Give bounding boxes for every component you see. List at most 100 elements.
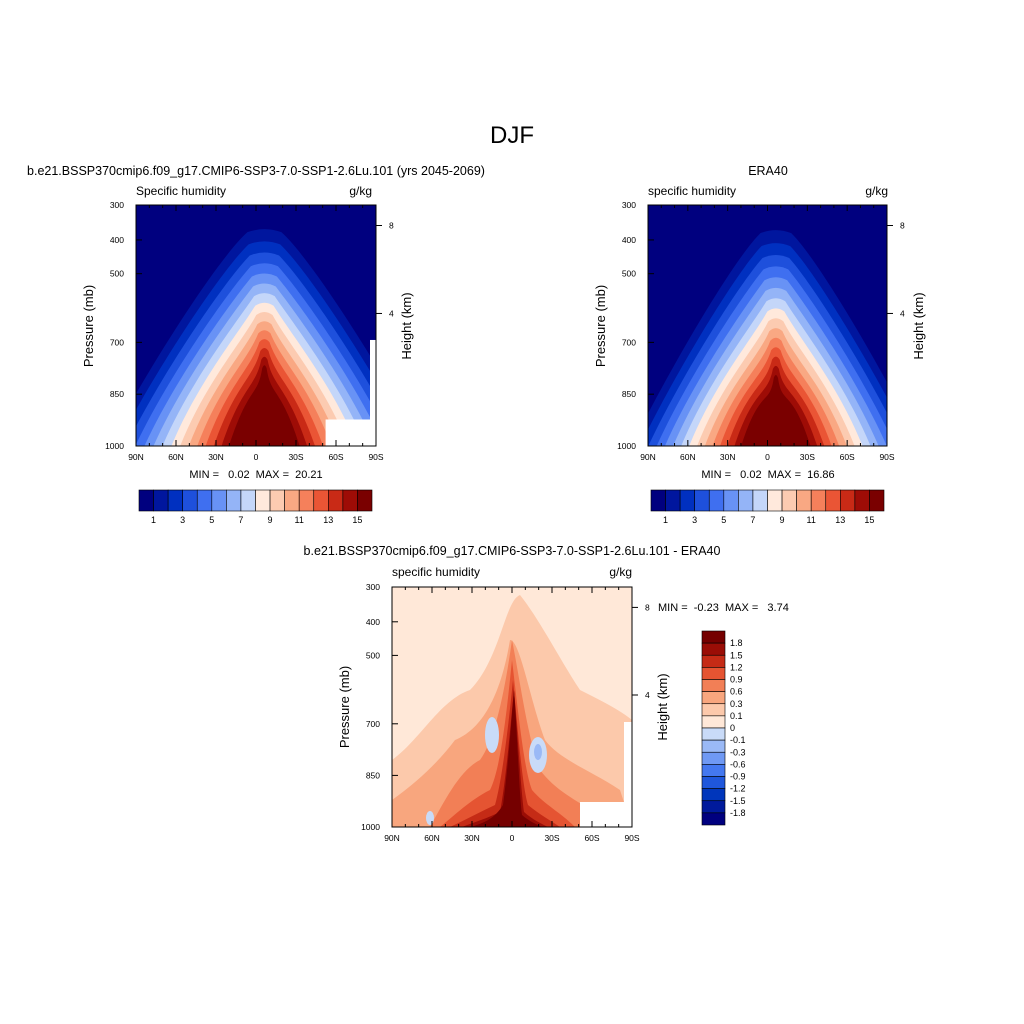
y-right-tick-label: 4	[389, 308, 394, 318]
colorbar-label: 11	[807, 515, 816, 525]
contour-band	[470, 690, 542, 827]
colorbar-label: -1.2	[730, 784, 746, 794]
y-tick-label: 300	[366, 582, 380, 592]
colorbar-label: -1.8	[730, 808, 746, 818]
colorbar-label: 11	[295, 515, 304, 525]
x-tick-label: 60N	[424, 833, 440, 843]
colorbar-swatch	[701, 776, 726, 789]
colorbar-label: 1	[663, 515, 668, 525]
y-tick-label: 1000	[361, 822, 380, 832]
panel-subtitle-left: specific humidity	[392, 565, 480, 579]
colorbar-label: 0.6	[730, 687, 743, 697]
colorbar-label: 1.2	[730, 662, 743, 672]
x-tick-label: 60S	[840, 452, 855, 462]
x-tick-label: 0	[510, 833, 515, 843]
colorbar-label: -1.5	[730, 796, 746, 806]
y-axis-ticks: 300 400 500 700 850 1000	[105, 200, 142, 451]
x-tick-label: 30N	[208, 452, 224, 462]
y-tick-label: 850	[622, 389, 636, 399]
colorbar-label: 9	[780, 515, 785, 525]
min-max-stats: MIN = 0.02 MAX = 16.86	[701, 469, 834, 481]
colorbar-swatch	[810, 489, 827, 512]
y-tick-label: 700	[622, 337, 636, 347]
x-axis-ticks: 90N 60N 30N 0 30S 60S 90S	[128, 205, 384, 462]
x-tick-label: 30N	[464, 833, 480, 843]
y-right-axis-label: Height (km)	[655, 673, 670, 740]
panel-difference: b.e21.BSSP370cmip6.f09_g17.CMIP6-SSP3-7.…	[304, 544, 789, 843]
x-tick-label: 90S	[368, 452, 383, 462]
y-tick-label: 400	[110, 235, 124, 245]
colorbar-swatch	[701, 764, 726, 777]
y-right-axis-label: Height (km)	[911, 292, 926, 359]
colorbar-swatch	[196, 489, 213, 512]
contour-band	[534, 744, 542, 760]
x-tick-label: 90N	[128, 452, 144, 462]
y-tick-label: 700	[110, 337, 124, 347]
colorbar-swatch	[255, 489, 271, 512]
contour-band	[450, 680, 560, 827]
colorbar-label: 3	[180, 515, 185, 525]
colorbar-swatch	[701, 642, 726, 656]
y-right-tick-label: 8	[389, 220, 394, 230]
colorbar-label: -0.9	[730, 772, 746, 782]
colorbar-swatch	[701, 630, 726, 644]
y-tick-label: 700	[366, 719, 380, 729]
colorbar-swatch	[701, 727, 726, 741]
x-tick-label: 90N	[384, 833, 400, 843]
y-tick-label: 850	[366, 770, 380, 780]
panel-subtitle-left: Specific humidity	[136, 184, 226, 198]
colorbar-swatch	[701, 800, 726, 814]
x-tick-label: 60S	[328, 452, 343, 462]
contour-band	[229, 365, 300, 446]
colorbar-swatch	[708, 489, 725, 512]
colorbar-swatch	[701, 703, 726, 717]
y-axis-label: Pressure (mb)	[81, 285, 96, 367]
colorbar-swatch	[825, 489, 841, 512]
y-tick-label: 300	[110, 200, 124, 210]
y-right-axis-ticks: 84	[376, 220, 394, 318]
colorbar-swatch	[313, 489, 329, 512]
masked-region	[325, 419, 376, 446]
colorbar-swatch	[153, 489, 169, 512]
colorbar-label: 7	[238, 515, 243, 525]
colorbar-swatch	[701, 691, 726, 705]
colorbar: 1 3 5 7 9 11 13 15	[650, 489, 885, 525]
colorbar-label: 1	[151, 515, 156, 525]
y-axis-ticks: 300 400 500 700 850 1000	[361, 582, 398, 832]
x-tick-label: 0	[254, 452, 259, 462]
y-tick-label: 1000	[105, 441, 124, 451]
colorbar-label: -0.1	[730, 735, 746, 745]
x-tick-label: 90N	[640, 452, 656, 462]
colorbar-swatch	[781, 489, 797, 512]
colorbar-swatch	[182, 489, 198, 512]
colorbar-label: 15	[864, 515, 874, 525]
colorbar-swatch	[701, 679, 726, 692]
y-tick-label: 850	[110, 389, 124, 399]
colorbar-swatch	[328, 489, 344, 512]
colorbar-swatch	[701, 667, 726, 680]
colorbar-swatch	[701, 715, 726, 729]
colorbar-label: 5	[209, 515, 214, 525]
y-right-tick-label: 8	[645, 602, 650, 612]
panel-title: ERA40	[748, 164, 788, 178]
colorbar-swatch	[240, 489, 256, 512]
colorbar-swatch	[679, 489, 695, 512]
page-title: DJF	[490, 122, 534, 149]
colorbar-label: 3	[692, 515, 697, 525]
x-tick-label: 0	[765, 452, 770, 462]
colorbar-label: 1.5	[730, 650, 743, 660]
x-tick-label: 30S	[544, 833, 559, 843]
contour-field	[136, 205, 376, 446]
contour-field	[392, 587, 632, 827]
colorbar-swatch	[269, 489, 285, 512]
y-tick-label: 400	[622, 235, 636, 245]
colorbar-swatch	[701, 788, 726, 802]
panel-title: b.e21.BSSP370cmip6.f09_g17.CMIP6-SSP3-7.…	[304, 544, 721, 558]
colorbar-swatch	[723, 489, 739, 512]
colorbar-swatch	[650, 489, 666, 512]
x-tick-label: 30S	[288, 452, 303, 462]
colorbar: 1 3 5 7 9 11 13 15	[138, 489, 373, 525]
panel-subtitle-right: g/kg	[609, 565, 632, 579]
x-axis-ticks: 90N 60N 30N 0 30S 60S 90S	[384, 587, 640, 843]
